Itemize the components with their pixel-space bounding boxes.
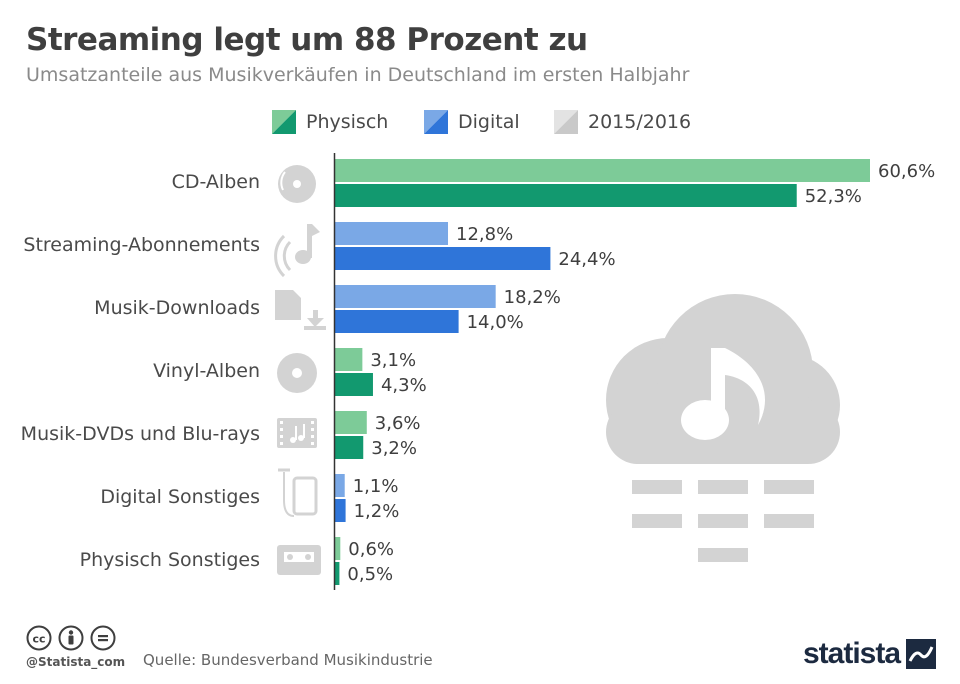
bars: 60,6% 52,3% 12,8% 24,4% 18,2% 14,0% 3,1% 4,3% 3,…	[335, 159, 935, 585]
data-label: 1,2%	[354, 501, 400, 522]
category-label: Vinyl-Alben	[153, 360, 260, 382]
film-strip-icon	[277, 418, 317, 448]
legend-item-digital: Digital	[424, 110, 520, 134]
green-split-swatch-icon	[272, 110, 296, 134]
phone-headphones-icon	[278, 468, 318, 517]
bar-2015	[335, 159, 870, 182]
bar-2015	[335, 474, 345, 497]
chart-title: Streaming legt um 88 Prozent zu	[26, 22, 588, 58]
legend-label: Physisch	[306, 111, 389, 133]
category-label: Digital Sonstiges	[100, 486, 260, 508]
svg-text:cc: cc	[32, 633, 45, 646]
data-label: 3,2%	[371, 438, 417, 459]
data-label: 0,6%	[348, 539, 394, 560]
bar-2016	[335, 373, 373, 396]
data-label: 3,6%	[375, 413, 421, 434]
bar-2015	[335, 411, 367, 434]
bar-2016	[335, 499, 346, 522]
cc-icon: cc	[26, 625, 52, 651]
data-label: 18,2%	[504, 287, 561, 308]
bar-2016	[335, 184, 797, 207]
brand-text: statista	[803, 637, 901, 670]
data-label: 52,3%	[805, 186, 862, 207]
footer-source: Quelle: Bundesverband Musikindustrie	[143, 651, 433, 669]
data-label: 4,3%	[381, 375, 427, 396]
bar-2016	[335, 310, 459, 333]
cassette-icon	[277, 545, 321, 575]
statista-logo-icon	[906, 639, 937, 669]
legend-item-physisch: Physisch	[272, 110, 388, 134]
grey-split-swatch-icon	[554, 110, 578, 134]
cloud-music-icon	[606, 294, 840, 562]
legend-item-year: 2015/2016	[554, 110, 691, 134]
streaming-note-icon	[274, 224, 320, 278]
category-label: Physisch Sonstiges	[80, 549, 260, 571]
license-icons: cc	[26, 625, 116, 651]
data-label: 12,8%	[456, 224, 513, 245]
data-label: 14,0%	[467, 312, 524, 333]
blue-split-swatch-icon	[424, 110, 448, 134]
bar-2016	[335, 436, 364, 459]
footer-handle: @Statista_com	[26, 655, 126, 669]
category-label: Musik-DVDs und Blu-rays	[21, 423, 260, 445]
bar-2015	[335, 348, 363, 371]
category-label: CD-Alben	[172, 171, 260, 193]
data-label: 24,4%	[558, 249, 615, 270]
data-label: 60,6%	[878, 161, 935, 182]
category-label: Streaming-Abonnements	[23, 234, 260, 256]
by-icon	[58, 625, 84, 651]
nd-icon	[90, 625, 116, 651]
chart-subtitle: Umsatzanteile aus Musikverkäufen in Deut…	[26, 64, 690, 86]
legend-label: Digital	[458, 111, 520, 133]
data-label: 0,5%	[347, 564, 393, 585]
data-label: 3,1%	[370, 350, 416, 371]
bar-2015	[335, 285, 496, 308]
download-file-icon	[275, 290, 326, 330]
legend-label: 2015/2016	[588, 111, 692, 133]
vinyl-icon	[277, 353, 317, 393]
data-label: 1,1%	[353, 476, 399, 497]
statista-logo[interactable]: statista	[803, 637, 937, 671]
category-label: Musik-Downloads	[94, 297, 260, 319]
category-labels: CD-Alben Streaming-Abonnements Musik-Downl…	[21, 171, 260, 571]
bar-2015	[335, 222, 449, 245]
bar-2015	[335, 537, 341, 560]
cd-icon	[278, 165, 316, 203]
bar-2016	[335, 247, 551, 270]
bar-2016	[335, 562, 340, 585]
